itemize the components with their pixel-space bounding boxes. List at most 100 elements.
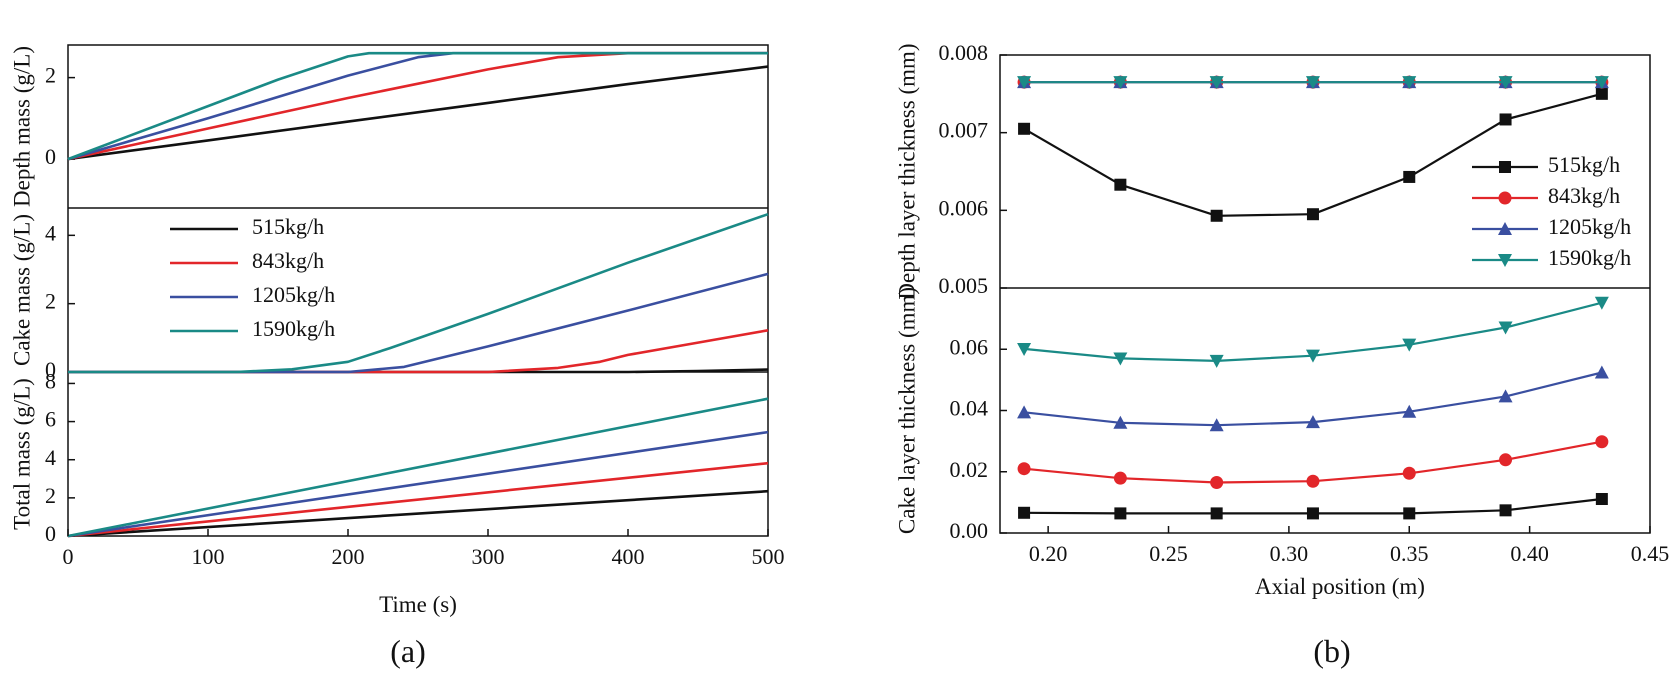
data-point-1590kg-h xyxy=(1594,76,1609,90)
legend-entry-1590kg-h: 1590kg/h xyxy=(1548,245,1631,270)
data-point-1590kg-h xyxy=(1017,342,1032,356)
y-tick-label: 4 xyxy=(45,220,56,245)
data-point-515kg-h xyxy=(1114,507,1127,520)
chart-a: 0 2 Depth mass (g/L) 0 2 4 Cake mass (g/L) 0 2 4 6… xyxy=(9,44,785,669)
data-point-1590kg-h xyxy=(1498,76,1513,90)
x-tick-label: 0.45 xyxy=(1631,541,1670,566)
y-tick-label: 2 xyxy=(45,483,56,508)
legend-marker-1205kg-h xyxy=(1498,222,1512,235)
y-tick-label: 2 xyxy=(45,289,56,314)
x-tick-label: 0.40 xyxy=(1510,541,1549,566)
data-point-1205kg-h xyxy=(1113,415,1128,429)
legend-marker-843kg-h xyxy=(1498,191,1512,205)
data-point-515kg-h xyxy=(1114,178,1127,191)
data-point-843kg-h xyxy=(1210,475,1224,489)
plot-frame-a xyxy=(67,44,769,537)
data-point-515kg-h xyxy=(1306,507,1319,520)
data-point-515kg-h xyxy=(1595,493,1608,506)
y-tick-label: 0.02 xyxy=(950,457,989,482)
series-line-843kg-h xyxy=(67,461,769,538)
data-point-1590kg-h xyxy=(1209,354,1224,368)
y-tick-label: 0.04 xyxy=(950,396,989,421)
data-point-1590kg-h xyxy=(1209,76,1224,90)
data-point-515kg-h xyxy=(1403,170,1416,183)
data-point-1590kg-h xyxy=(1305,76,1320,90)
y-tick-label: 6 xyxy=(45,407,56,432)
data-point-515kg-h xyxy=(1210,209,1223,222)
y-tick-label: 0 xyxy=(45,144,56,169)
data-point-1590kg-h xyxy=(1113,352,1128,366)
data-point-843kg-h xyxy=(1017,462,1031,476)
data-point-1205kg-h xyxy=(1305,415,1320,429)
y-axis-label: Depth mass (g/L) xyxy=(9,46,34,207)
y-tick-label: 2 xyxy=(45,63,56,88)
series-line-843kg-h xyxy=(68,329,769,374)
data-point-1590kg-h xyxy=(1402,338,1417,352)
y-axis-label: Cake mass (g/L) xyxy=(9,214,34,366)
y-tick-label: 0.005 xyxy=(939,273,989,298)
y-tick-label: 0.007 xyxy=(939,118,989,143)
data-point-1590kg-h xyxy=(1113,76,1128,90)
data-point-1590kg-h xyxy=(1594,296,1609,310)
series-line-1590kg-h xyxy=(67,51,768,161)
chart-b: 0.005 0.006 0.007 0.008 Depth layer thicknes… xyxy=(894,40,1669,669)
data-point-1590kg-h xyxy=(1305,349,1320,363)
data-point-515kg-h xyxy=(1499,113,1512,126)
x-tick-label: 0.35 xyxy=(1390,541,1429,566)
data-point-1205kg-h xyxy=(1594,365,1609,379)
y-tick-label: 0.006 xyxy=(939,195,989,220)
x-tick-label: 0.20 xyxy=(1029,541,1068,566)
y-tick-label: 0.00 xyxy=(950,518,989,543)
y-tick-label: 0 xyxy=(45,521,56,546)
data-point-1590kg-h xyxy=(1402,76,1417,90)
y-axis-label: Depth layer thickness (mm) xyxy=(894,43,919,299)
data-point-1205kg-h xyxy=(1498,389,1513,403)
data-point-843kg-h xyxy=(1595,435,1609,449)
x-tick-label: 0 xyxy=(63,544,74,569)
panel-label-a: (a) xyxy=(390,633,426,669)
y-tick-label: 4 xyxy=(45,445,56,470)
series-line-1590kg-h xyxy=(67,397,769,538)
data-point-515kg-h xyxy=(1499,504,1512,517)
plot-frame-b xyxy=(999,54,1651,534)
series-line-1205kg-h xyxy=(68,272,769,374)
legend-entry-515kg-h: 515kg/h xyxy=(1548,152,1620,177)
legend-marker-1590kg-h xyxy=(1498,254,1512,267)
legend-entry-1205kg-h: 1205kg/h xyxy=(1548,214,1631,239)
data-point-515kg-h xyxy=(1210,507,1223,520)
x-tick-label: 400 xyxy=(612,544,645,569)
data-point-843kg-h xyxy=(1402,466,1416,480)
data-point-515kg-h xyxy=(1018,122,1031,135)
x-tick-label: 100 xyxy=(192,544,225,569)
y-tick-label: 0 xyxy=(45,357,56,382)
x-tick-label: 200 xyxy=(332,544,365,569)
y-tick-label: 0.06 xyxy=(950,334,989,359)
y-axis-label: Total mass (g/L) xyxy=(9,378,34,530)
data-point-515kg-h xyxy=(1595,87,1608,100)
data-point-1590kg-h xyxy=(1498,321,1513,335)
series-line-1205kg-h xyxy=(67,51,768,161)
legend-entry-843kg-h: 843kg/h xyxy=(1548,183,1620,208)
legend-entry-843kg-h: 843kg/h xyxy=(252,248,324,273)
data-point-843kg-h xyxy=(1499,453,1513,467)
x-tick-label: 500 xyxy=(752,544,785,569)
y-tick-label: 0.008 xyxy=(939,40,989,65)
x-axis-label: Time (s) xyxy=(379,592,457,617)
x-tick-label: 300 xyxy=(472,544,505,569)
data-point-1205kg-h xyxy=(1209,418,1224,432)
x-axis-label: Axial position (m) xyxy=(1255,574,1425,599)
legend-entry-1590kg-h: 1590kg/h xyxy=(252,316,335,341)
panel-label-b: (b) xyxy=(1313,633,1350,669)
data-point-515kg-h xyxy=(1403,507,1416,520)
data-point-843kg-h xyxy=(1306,474,1320,488)
x-tick-label: 0.30 xyxy=(1270,541,1309,566)
legend-entry-515kg-h: 515kg/h xyxy=(252,214,324,239)
series-line-1590kg-h xyxy=(68,212,769,374)
series-line-843kg-h xyxy=(67,51,768,161)
legend-marker-515kg-h xyxy=(1499,161,1511,173)
data-point-515kg-h xyxy=(1306,208,1319,221)
data-point-1590kg-h xyxy=(1017,76,1032,90)
series-line-515kg-h xyxy=(67,65,769,161)
series-line-1205kg-h xyxy=(67,430,769,538)
